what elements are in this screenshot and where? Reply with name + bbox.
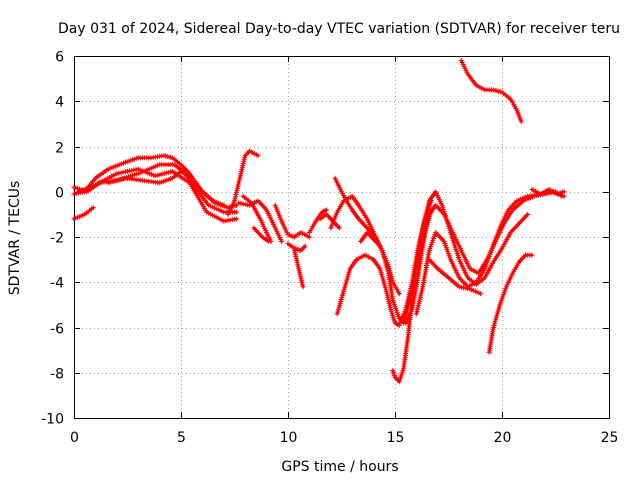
series-markers <box>75 166 240 224</box>
series-markers <box>426 257 484 297</box>
data-series <box>71 58 567 385</box>
series-line <box>488 253 534 354</box>
x-tick-label: 15 <box>387 430 405 446</box>
series-arc21 <box>413 189 567 317</box>
series-arc9 <box>251 225 272 244</box>
series-arc20 <box>401 189 565 326</box>
series-markers <box>236 198 285 244</box>
series-arc22 <box>426 257 484 297</box>
series-markers <box>486 252 535 355</box>
series-arc2 <box>71 205 96 222</box>
y-tick-label: -8 <box>50 367 64 383</box>
grid <box>74 56 609 418</box>
series-markers <box>105 168 227 208</box>
series-markers <box>306 207 329 235</box>
series-markers <box>401 189 565 326</box>
series-arc1 <box>71 162 240 215</box>
series-arc13 <box>306 207 329 235</box>
x-tick-label: 20 <box>494 430 512 446</box>
series-markers <box>413 189 567 317</box>
x-tick-label: 10 <box>280 430 298 446</box>
y-axis-label: SDTVAR / TECUs <box>7 181 23 296</box>
series-arc6 <box>225 148 261 217</box>
y-tick-label: 0 <box>55 186 64 202</box>
axis-ticks: 0 5 10 15 20 25 -10 -8 -6 -4 -2 0 2 4 6 <box>41 50 618 447</box>
series-arc18 <box>358 230 383 249</box>
x-tick-label: 25 <box>601 430 619 446</box>
chart-title: Day 031 of 2024, Sidereal Day-to-day VTE… <box>58 21 620 37</box>
series-markers <box>251 225 272 244</box>
series-arc4 <box>75 166 240 224</box>
series-arc24 <box>486 252 535 355</box>
series-markers <box>272 202 312 240</box>
y-tick-label: 6 <box>55 50 64 66</box>
y-tick-label: -10 <box>41 412 64 428</box>
series-arc12 <box>291 248 306 290</box>
series-markers <box>458 58 524 125</box>
series-arc10 <box>272 202 312 240</box>
y-tick-label: 4 <box>55 95 64 111</box>
y-tick-label: -4 <box>50 276 64 292</box>
series-arc5 <box>105 168 227 208</box>
series-markers <box>71 162 240 215</box>
series-arc25 <box>529 187 567 197</box>
series-arc23 <box>458 58 524 125</box>
y-tick-label: 2 <box>55 141 64 157</box>
x-tick-label: 0 <box>70 430 79 446</box>
series-arc11 <box>285 241 308 254</box>
series-markers <box>225 148 261 217</box>
y-tick-label: -6 <box>50 322 64 338</box>
x-tick-label: 5 <box>177 430 186 446</box>
series-markers <box>529 187 567 197</box>
series-markers <box>291 248 306 290</box>
series-markers <box>358 230 383 249</box>
x-axis-label: GPS time / hours <box>281 459 398 475</box>
series-markers <box>71 205 96 222</box>
y-tick-label: -2 <box>50 231 64 247</box>
series-arc8 <box>236 198 285 244</box>
